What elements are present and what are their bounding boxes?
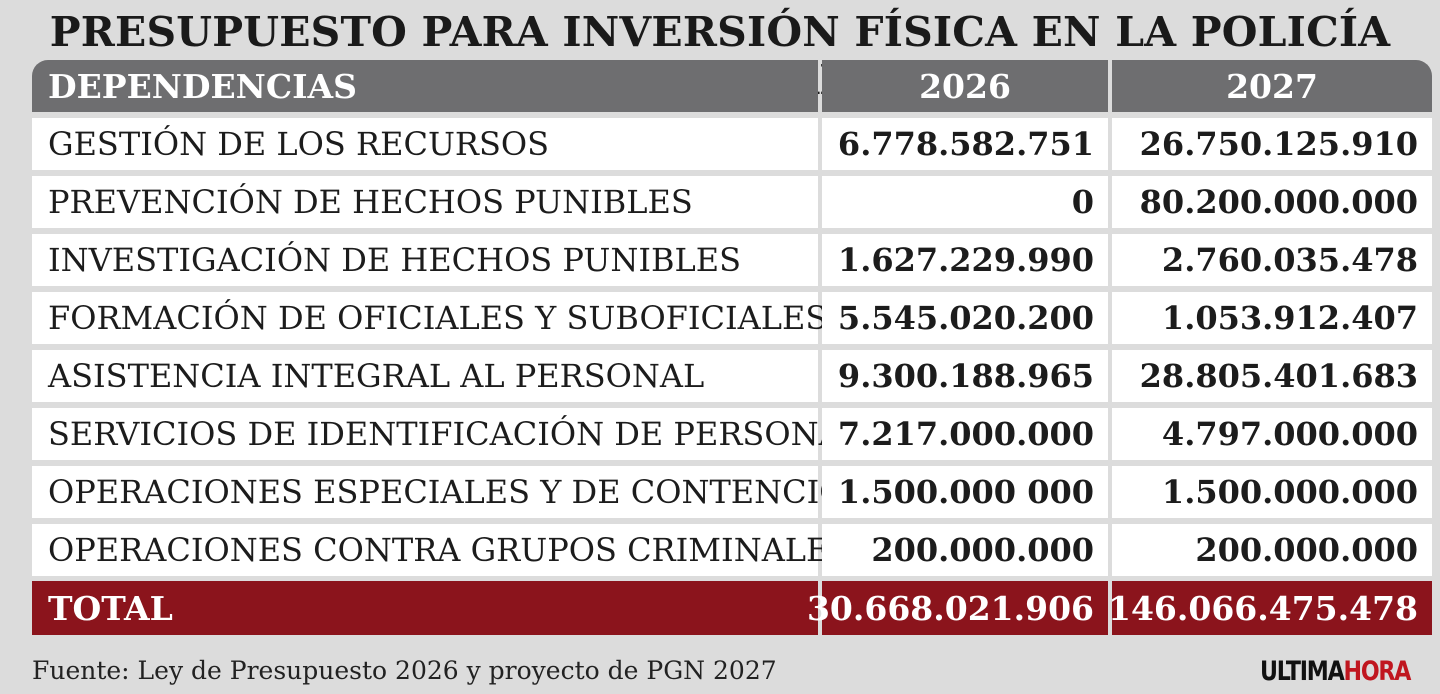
table-row: OPERACIONES ESPECIALES Y DE CONTENCIÓN 1… <box>32 466 1432 518</box>
value-2026: 1.500.000 000 <box>822 466 1108 518</box>
value-2027: 26.750.125.910 <box>1112 118 1432 170</box>
value-2027: 4.797.000.000 <box>1112 408 1432 460</box>
value-2027: 1.500.000.000 <box>1112 466 1432 518</box>
total-2026: 30.668.021.906 <box>807 581 1108 635</box>
row-label: PREVENCIÓN DE HECHOS PUNIBLES <box>32 176 818 228</box>
row-label: SERVICIOS DE IDENTIFICACIÓN DE PERSONAS <box>32 408 864 460</box>
column-header-2027: 2027 <box>1112 60 1432 112</box>
logo-part-hora: HORA <box>1343 656 1411 687</box>
table-row: SERVICIOS DE IDENTIFICACIÓN DE PERSONAS … <box>32 408 1432 460</box>
row-label: OPERACIONES CONTRA GRUPOS CRIMINALES <box>32 524 851 576</box>
table-row: OPERACIONES CONTRA GRUPOS CRIMINALES 200… <box>32 524 1432 576</box>
value-2026: 200.000.000 <box>822 524 1108 576</box>
source-note: Fuente: Ley de Presupuesto 2026 y proyec… <box>32 656 777 685</box>
total-row: TOTAL 30.668.021.906 146.066.475.478 <box>32 581 1432 635</box>
value-2026: 5.545.020.200 <box>822 292 1108 344</box>
value-2026: 6.778.582.751 <box>822 118 1108 170</box>
value-2027: 28.805.401.683 <box>1112 350 1432 402</box>
table-row: PREVENCIÓN DE HECHOS PUNIBLES 0 80.200.0… <box>32 176 1432 228</box>
table-row: ASISTENCIA INTEGRAL AL PERSONAL 9.300.18… <box>32 350 1432 402</box>
column-header-2026: 2026 <box>822 60 1108 112</box>
value-2026: 9.300.188.965 <box>822 350 1108 402</box>
budget-table: DEPENDENCIAS 2026 2027 GESTIÓN DE LOS RE… <box>32 60 1432 641</box>
value-2027: 80.200.000.000 <box>1112 176 1432 228</box>
table-header-row: DEPENDENCIAS 2026 2027 <box>32 60 1432 112</box>
row-label: FORMACIÓN DE OFICIALES Y SUBOFICIALES <box>32 292 827 344</box>
total-label: TOTAL <box>32 581 818 635</box>
value-2026: 7.217.000.000 <box>822 408 1108 460</box>
value-2027: 1.053.912.407 <box>1112 292 1432 344</box>
row-label: OPERACIONES ESPECIALES Y DE CONTENCIÓN <box>32 466 874 518</box>
table-row: FORMACIÓN DE OFICIALES Y SUBOFICIALES 5.… <box>32 292 1432 344</box>
row-label: ASISTENCIA INTEGRAL AL PERSONAL <box>32 350 818 402</box>
value-2026: 1.627.229.990 <box>822 234 1108 286</box>
logo-part-ultima: ULTIMA <box>1259 656 1345 687</box>
row-label: GESTIÓN DE LOS RECURSOS <box>32 118 818 170</box>
value-2026: 0 <box>822 176 1108 228</box>
row-label: INVESTIGACIÓN DE HECHOS PUNIBLES <box>32 234 818 286</box>
total-2027: 146.066.475.478 <box>1108 581 1432 635</box>
table-row: INVESTIGACIÓN DE HECHOS PUNIBLES 1.627.2… <box>32 234 1432 286</box>
ultimahora-logo: ULTIMAHORA <box>1259 656 1411 687</box>
table-row: GESTIÓN DE LOS RECURSOS 6.778.582.751 26… <box>32 118 1432 170</box>
value-2027: 200.000.000 <box>1112 524 1432 576</box>
column-header-dependencias: DEPENDENCIAS <box>32 60 818 112</box>
value-2027: 2.760.035.478 <box>1112 234 1432 286</box>
